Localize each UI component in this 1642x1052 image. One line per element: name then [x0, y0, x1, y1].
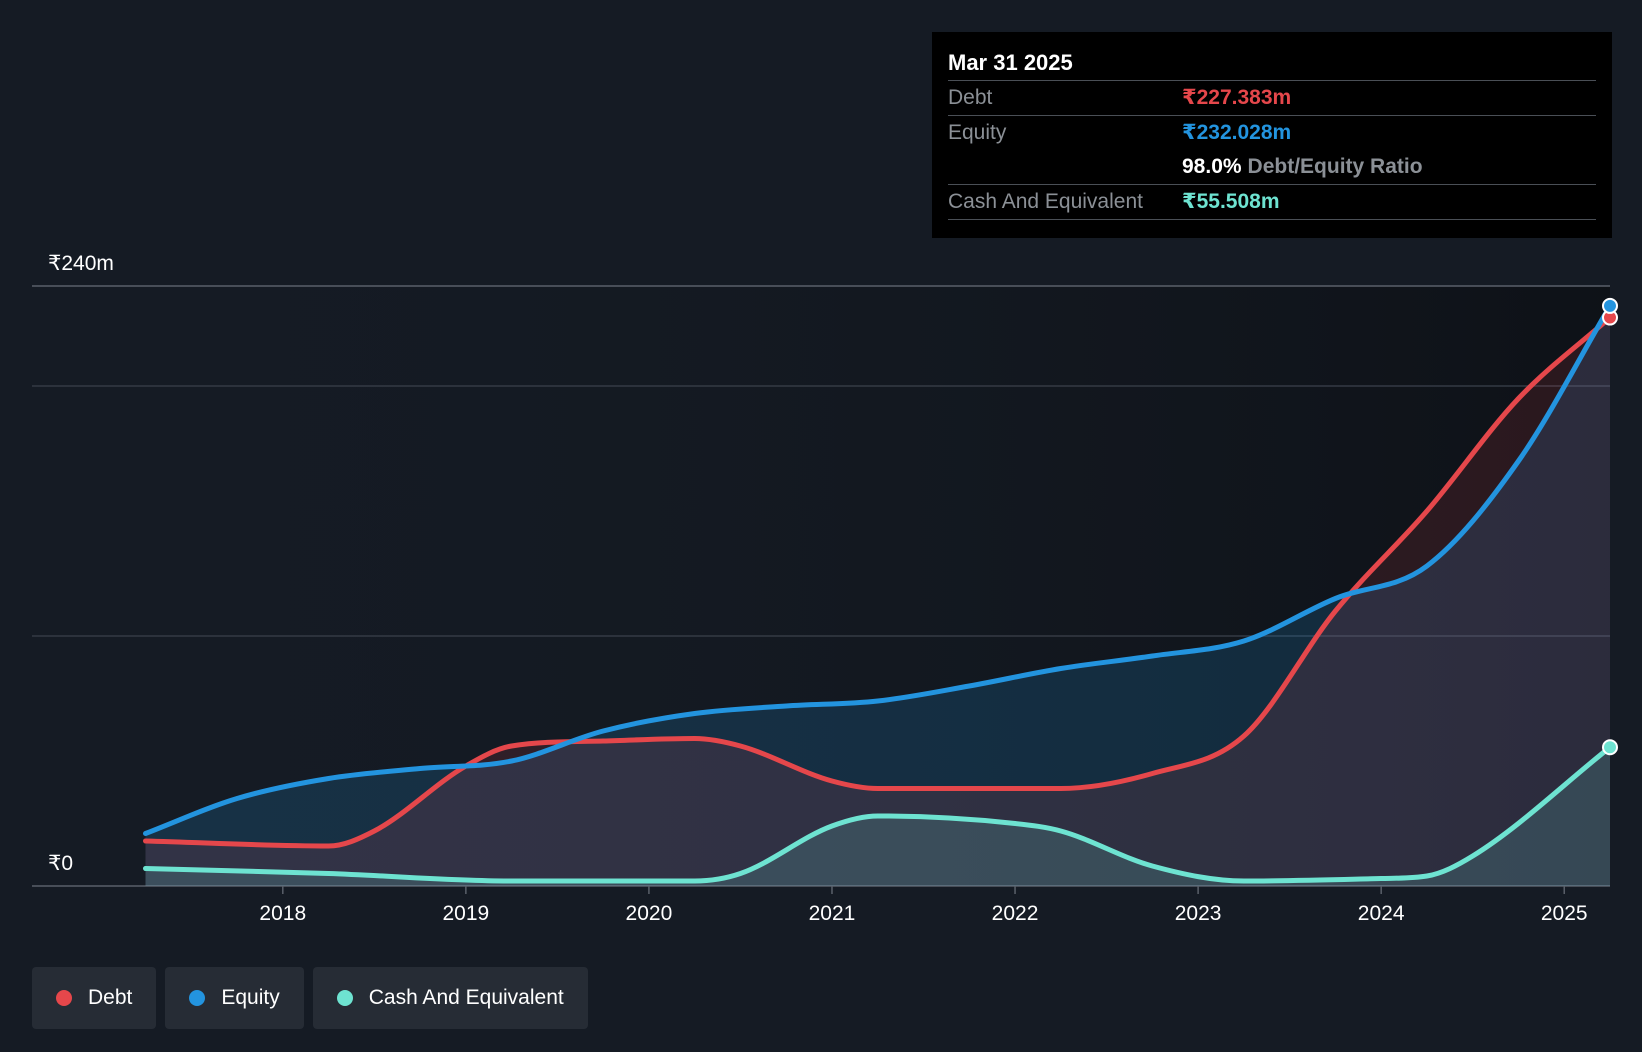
- tooltip-debt-value: ₹227.383m: [1182, 86, 1292, 109]
- tooltip-equity-row: Equity ₹232.028m: [948, 115, 1596, 150]
- legend-cash-label: Cash And Equivalent: [368, 986, 564, 1009]
- tooltip-ratio-label: Debt/Equity Ratio: [1247, 155, 1423, 178]
- legend-item-equity[interactable]: Equity: [165, 967, 304, 1029]
- equity-dot-icon: [189, 990, 206, 1006]
- x-tick-label: 2019: [442, 902, 489, 925]
- debt-line: [143, 315, 1613, 849]
- tooltip-equity-label: Equity: [948, 121, 1007, 144]
- tooltip-cash-label: Cash And Equivalent: [948, 190, 1143, 213]
- cash-line: [143, 744, 1613, 884]
- x-tick-label: 2021: [809, 902, 856, 925]
- tooltip-ratio-value: 98.0%: [1182, 155, 1242, 178]
- legend-item-cash[interactable]: Cash And Equivalent: [312, 967, 588, 1029]
- equity-line: [143, 303, 1613, 836]
- tooltip-cash-value: ₹55.508m: [1182, 190, 1280, 213]
- tooltip-debt-row: Debt ₹227.383m: [948, 80, 1596, 115]
- tooltip-ratio-row: 98.0% Debt/Equity Ratio: [948, 150, 1596, 184]
- x-tick-label: 2024: [1358, 902, 1405, 925]
- legend-equity-label: Equity: [221, 986, 280, 1009]
- equity-end-marker: [1602, 297, 1618, 314]
- x-tick-label: 2018: [259, 902, 306, 925]
- debt-area: [145, 317, 1610, 886]
- x-tick-label: 2022: [992, 902, 1039, 925]
- tooltip-equity-value: ₹232.028m: [1182, 121, 1292, 144]
- legend-debt-label: Debt: [88, 986, 133, 1009]
- debt-dot-icon: [56, 990, 72, 1006]
- legend: Debt Equity Cash And Equivalent: [32, 967, 588, 1029]
- equity-area: [145, 305, 1610, 886]
- y-tick-label: ₹0: [48, 852, 73, 875]
- tooltip-date: Mar 31 2025: [948, 50, 1073, 75]
- x-tick-label: 2025: [1541, 902, 1588, 925]
- legend-item-debt[interactable]: Debt: [32, 967, 157, 1029]
- x-tick-label: 2020: [626, 902, 673, 925]
- tooltip-debt-label: Debt: [948, 86, 993, 109]
- tooltip-cash-row: Cash And Equivalent ₹55.508m: [948, 184, 1596, 220]
- cash-dot-icon: [336, 990, 353, 1006]
- cash-end-marker: [1602, 739, 1618, 756]
- y-tick-label: ₹240m: [48, 252, 114, 275]
- x-tick-label: 2023: [1175, 902, 1222, 925]
- tooltip: Mar 31 2025 Debt ₹227.383m Equity ₹232.0…: [932, 32, 1612, 238]
